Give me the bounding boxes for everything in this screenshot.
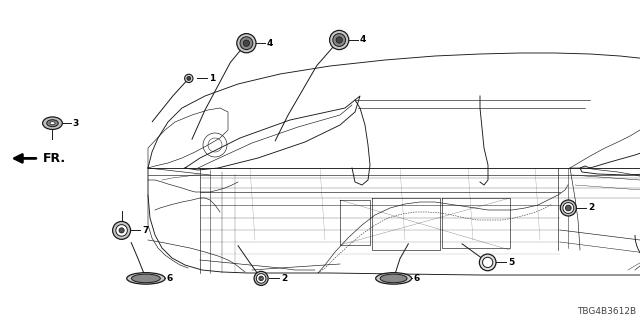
Circle shape bbox=[184, 74, 193, 83]
Ellipse shape bbox=[376, 273, 412, 284]
Circle shape bbox=[237, 34, 256, 53]
Ellipse shape bbox=[50, 122, 55, 125]
Circle shape bbox=[254, 271, 268, 285]
Ellipse shape bbox=[132, 274, 161, 283]
Ellipse shape bbox=[43, 117, 62, 130]
Circle shape bbox=[330, 30, 349, 50]
Text: 2: 2 bbox=[281, 274, 287, 283]
Circle shape bbox=[240, 37, 253, 50]
Circle shape bbox=[116, 225, 127, 236]
Text: 4: 4 bbox=[360, 36, 366, 44]
Circle shape bbox=[561, 200, 577, 216]
Circle shape bbox=[256, 274, 266, 283]
Text: 3: 3 bbox=[73, 119, 79, 128]
Circle shape bbox=[187, 76, 191, 80]
Ellipse shape bbox=[127, 273, 165, 284]
Circle shape bbox=[243, 40, 250, 46]
Circle shape bbox=[113, 221, 131, 239]
Text: FR.: FR. bbox=[43, 152, 66, 165]
Text: 4: 4 bbox=[267, 39, 273, 48]
Text: TBG4B3612B: TBG4B3612B bbox=[577, 307, 636, 316]
Ellipse shape bbox=[47, 120, 58, 127]
Circle shape bbox=[563, 203, 574, 213]
Circle shape bbox=[336, 37, 342, 43]
Circle shape bbox=[333, 34, 346, 46]
Text: 1: 1 bbox=[209, 74, 216, 83]
Circle shape bbox=[479, 254, 496, 271]
Circle shape bbox=[119, 228, 124, 233]
Circle shape bbox=[483, 257, 493, 268]
Circle shape bbox=[260, 277, 262, 279]
Circle shape bbox=[566, 205, 572, 211]
Text: 6: 6 bbox=[167, 274, 173, 283]
Ellipse shape bbox=[380, 274, 407, 283]
Text: 2: 2 bbox=[588, 204, 595, 212]
Circle shape bbox=[259, 276, 264, 281]
Text: 6: 6 bbox=[414, 274, 420, 283]
Text: 7: 7 bbox=[142, 226, 148, 235]
Text: 5: 5 bbox=[508, 258, 515, 267]
